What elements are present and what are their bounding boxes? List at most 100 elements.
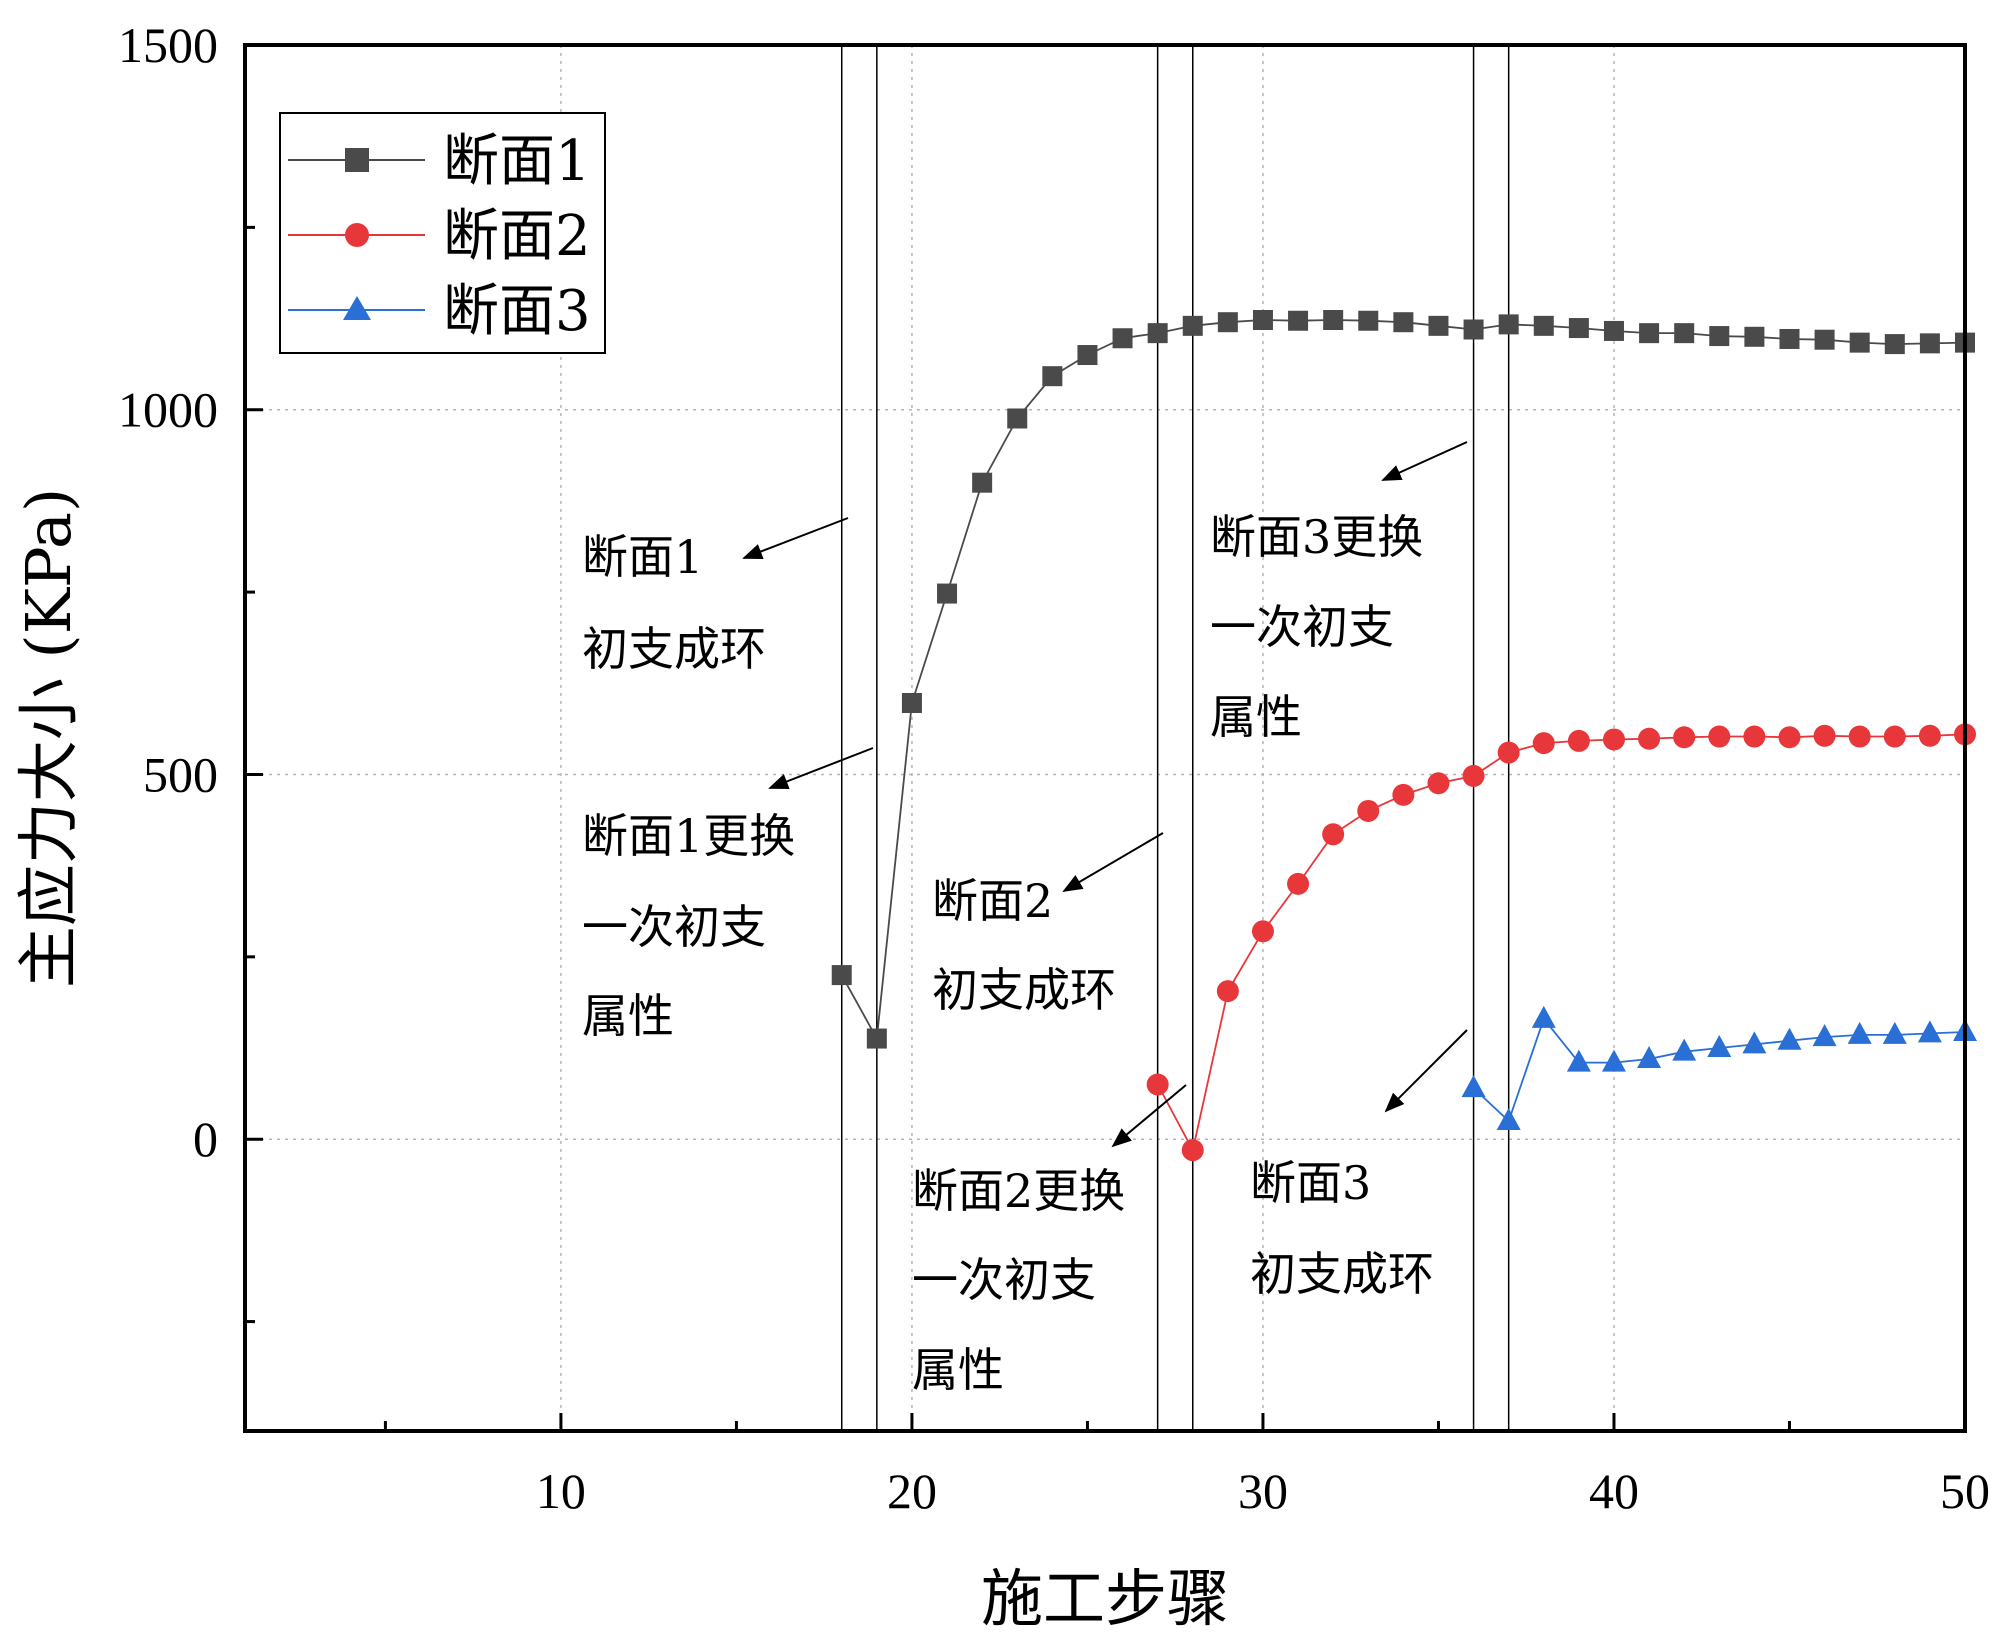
data-point-circle <box>1883 725 1906 748</box>
annotation-arrow <box>742 517 849 560</box>
annotation-text: 一次初支 <box>582 900 766 954</box>
stage-lines <box>840 45 1510 1431</box>
annotation-s1-replace: 断面1更换 一次初支 属性 <box>582 747 874 1043</box>
data-point-square <box>1498 314 1519 335</box>
data-point-circle <box>1638 727 1661 750</box>
data-point-square <box>1568 318 1589 339</box>
y-tick-label: 1000 <box>118 382 218 438</box>
annotation-s2-ring: 断面2 初支成环 <box>932 832 1164 1017</box>
data-point-triangle <box>1496 1107 1521 1130</box>
annotation-s2-replace: 断面2更换 一次初支 属性 <box>912 1084 1187 1397</box>
data-point-circle <box>1427 772 1450 795</box>
legend-item-series-3: 断面3 <box>288 279 591 344</box>
data-point-triangle <box>1531 1005 1556 1028</box>
data-point-circle <box>1146 1073 1169 1096</box>
data-point-triangle <box>1707 1035 1732 1058</box>
data-point-square <box>1428 315 1449 336</box>
data-point-circle <box>1918 724 1941 747</box>
data-point-square <box>972 472 993 493</box>
data-point-triangle <box>1566 1049 1591 1072</box>
legend-label: 断面1 <box>443 129 591 194</box>
data-point-circle <box>1743 725 1766 748</box>
data-point-square <box>1639 323 1660 344</box>
data-point-square <box>1252 310 1273 331</box>
data-point-square <box>1077 345 1098 366</box>
annotation-arrow <box>768 747 874 789</box>
data-point-circle <box>1673 726 1696 749</box>
data-point-triangle <box>1461 1075 1486 1098</box>
legend-item-series-1: 断面1 <box>288 129 591 194</box>
data-point-circle <box>1567 729 1590 752</box>
data-point-circle <box>1602 728 1625 751</box>
data-point-circle <box>1462 764 1485 787</box>
annotation-arrow <box>1381 441 1468 481</box>
data-point-triangle <box>1777 1027 1802 1050</box>
plot-frame <box>243 43 1967 1433</box>
data-point-square <box>901 692 922 713</box>
annotation-text: 属性 <box>912 1343 1004 1397</box>
data-point-circle <box>1778 726 1801 749</box>
annotation-arrow <box>1062 832 1164 893</box>
annotation-s3-ring: 断面3 初支成环 <box>1250 1029 1468 1301</box>
data-point-circle <box>1708 725 1731 748</box>
annotation-arrow <box>1111 1084 1187 1148</box>
data-point-square <box>866 1028 887 1049</box>
data-point-square <box>1358 310 1379 331</box>
data-point-triangle <box>1672 1038 1697 1061</box>
data-point-square <box>1674 323 1695 344</box>
annotation-s1-ring: 断面1 初支成环 <box>582 517 849 676</box>
data-point-square <box>1007 408 1028 429</box>
annotation-text: 一次初支 <box>1210 600 1394 654</box>
data-point-square <box>1603 320 1624 341</box>
data-point-circle <box>1181 1139 1204 1162</box>
data-point-square <box>1112 328 1133 349</box>
legend-triangle-marker <box>343 296 371 320</box>
annotation-text: 断面2 <box>932 874 1053 928</box>
y-tick-label: 0 <box>193 1111 218 1167</box>
data-point-square <box>831 965 852 986</box>
data-point-square <box>1288 310 1309 331</box>
data-point-circle <box>1251 920 1274 943</box>
x-tick-label: 30 <box>1238 1463 1288 1519</box>
data-point-square <box>937 583 958 604</box>
annotation-arrow <box>1384 1029 1468 1113</box>
data-point-square <box>1884 334 1905 355</box>
data-point-triangle <box>1637 1045 1662 1068</box>
legend: 断面1 断面2 断面3 <box>279 112 606 354</box>
y-tick-label: 500 <box>143 746 218 802</box>
legend-item-series-2: 断面2 <box>288 204 591 269</box>
data-point-square <box>1533 315 1554 336</box>
data-point-triangle <box>1882 1021 1907 1044</box>
data-point-square <box>1849 332 1870 353</box>
data-point-triangle <box>1812 1024 1837 1047</box>
data-point-circle <box>1392 783 1415 806</box>
x-tick-label: 20 <box>887 1463 937 1519</box>
legend-label: 断面2 <box>443 204 591 269</box>
annotation-s3-replace: 断面3更换 一次初支 属性 <box>1210 441 1468 744</box>
data-point-square <box>1779 328 1800 349</box>
data-point-circle <box>1322 823 1345 846</box>
x-axis-title: 施工步骤 <box>981 1562 1229 1635</box>
annotation-text: 初支成环 <box>582 622 766 676</box>
data-point-triangle <box>1917 1020 1942 1043</box>
data-point-square <box>1042 366 1063 387</box>
annotation-text: 断面1更换 <box>582 809 795 863</box>
annotation-text: 属性 <box>1210 690 1302 744</box>
data-point-square <box>1147 323 1168 344</box>
annotation-text: 断面3 <box>1250 1156 1371 1210</box>
data-point-circle <box>1216 980 1239 1003</box>
x-tick-label: 40 <box>1589 1463 1639 1519</box>
data-point-triangle <box>1601 1049 1626 1072</box>
data-point-square <box>1709 326 1730 347</box>
data-point-circle <box>1287 872 1310 895</box>
data-point-square <box>1814 329 1835 350</box>
annotation-text: 初支成环 <box>1250 1247 1434 1301</box>
legend-frame <box>279 112 606 354</box>
x-tick-label: 50 <box>1940 1463 1990 1519</box>
data-point-square <box>1217 312 1238 333</box>
legend-label: 断面3 <box>443 279 591 344</box>
data-point-circle <box>1532 732 1555 755</box>
data-point-circle <box>1497 741 1520 764</box>
data-point-triangle <box>1847 1021 1872 1044</box>
